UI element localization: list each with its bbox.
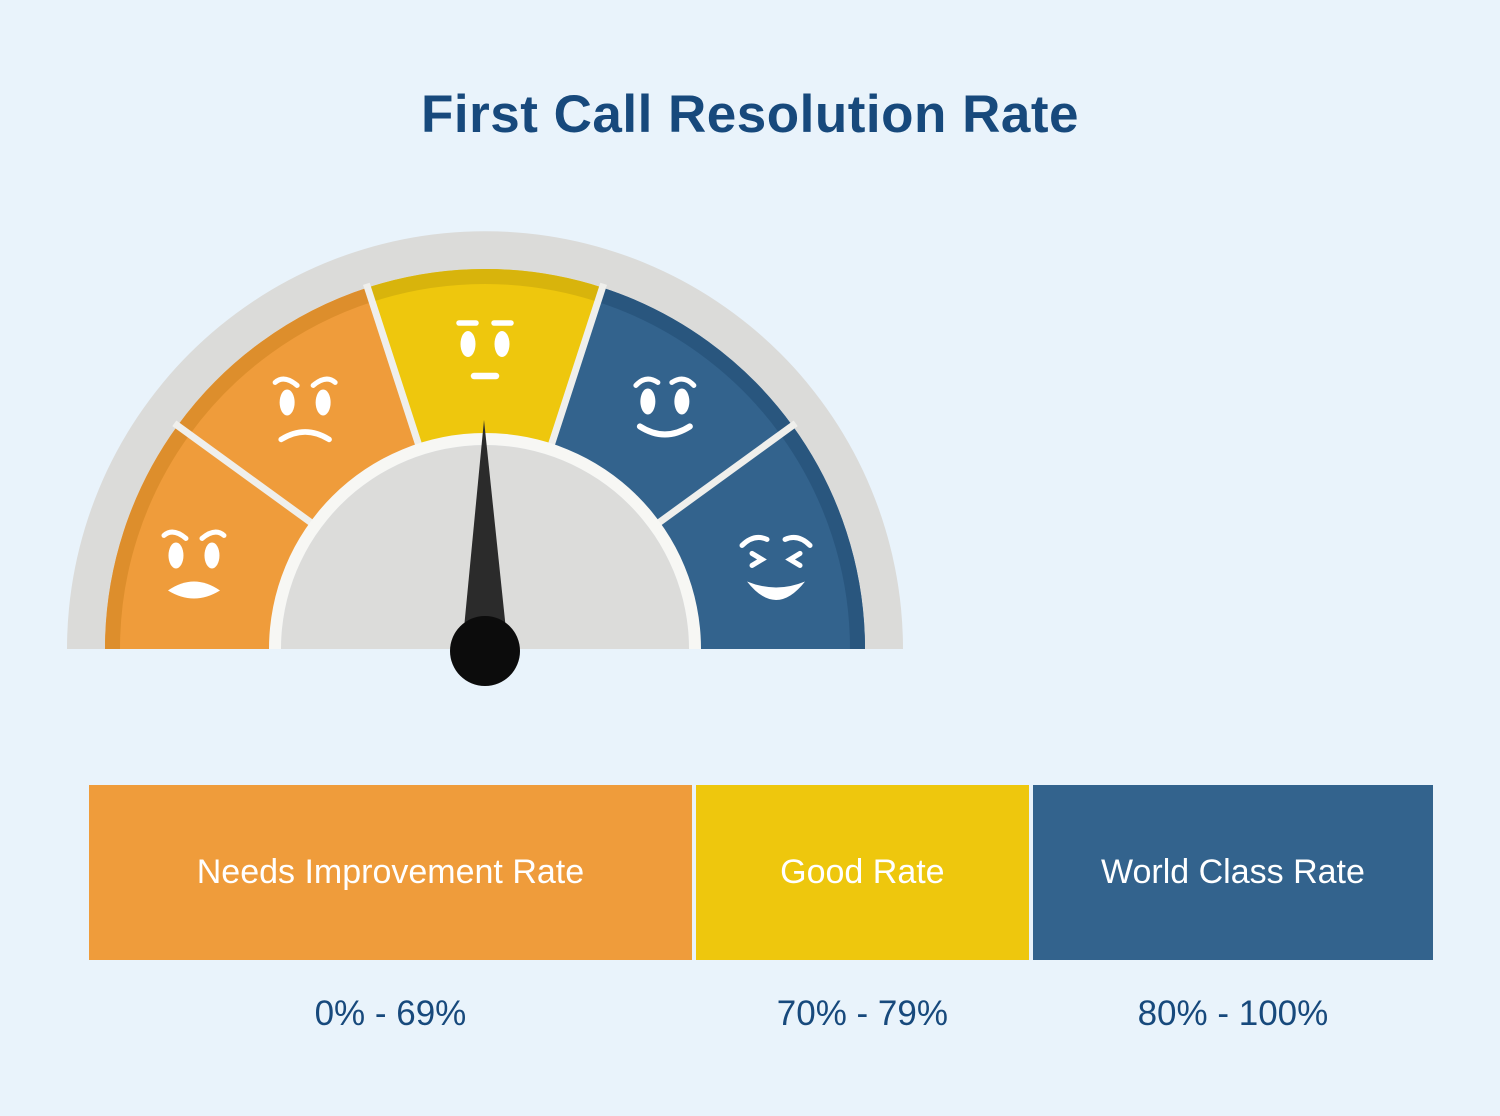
face-stroke — [199, 529, 227, 541]
face-eye — [494, 331, 510, 357]
face-stroke — [669, 376, 697, 388]
legend-bar: Needs Improvement Rate Good Rate World C… — [89, 785, 1433, 960]
range-good-cell: 70% - 79% — [696, 988, 1029, 1040]
face-mouth — [167, 581, 220, 599]
face-happy — [633, 376, 697, 438]
gauge-divider — [172, 420, 321, 531]
gauge-segment-band-furious — [105, 425, 190, 649]
legend-segment-good: Good Rate — [695, 785, 1029, 960]
face-eye — [460, 331, 476, 357]
legend-label-good: Good Rate — [780, 853, 945, 891]
face-neutral — [456, 320, 514, 380]
face-eye — [279, 389, 295, 416]
face-stroke — [310, 376, 338, 388]
legend-label-needs-improvement: Needs Improvement Rate — [196, 853, 585, 891]
face-stroke — [278, 429, 332, 443]
gauge-segment-band-joyful — [780, 425, 865, 649]
face-eye — [315, 389, 331, 416]
range-good: 70% - 79% — [776, 994, 948, 1033]
face-angry — [272, 376, 338, 443]
legend-label-world-class: World Class Rate — [1100, 853, 1365, 891]
gauge-divider — [545, 282, 607, 455]
face-stroke — [633, 376, 661, 388]
face-eye — [168, 542, 184, 569]
face-stroke — [785, 550, 803, 568]
face-stroke — [782, 534, 813, 548]
gauge-segment-band-neutral — [367, 269, 603, 302]
face-stroke — [161, 529, 189, 541]
range-world-class: 80% - 100% — [1137, 994, 1329, 1033]
gauge-segment-joyful — [658, 425, 865, 649]
gauge-segment-band-angry — [177, 287, 373, 435]
range-world-class-cell: 80% - 100% — [1033, 988, 1433, 1040]
legend-segment-world-class: World Class Rate — [1032, 785, 1433, 960]
face-stroke — [739, 534, 770, 548]
range-needs-improvement: 0% - 69% — [314, 994, 467, 1033]
face-stroke — [636, 423, 693, 438]
face-joyful — [739, 534, 813, 600]
range-needs-improvement-cell: 0% - 69% — [89, 988, 692, 1040]
gauge-gap-ring — [269, 433, 701, 649]
face-mouth — [747, 581, 806, 600]
face-stroke — [749, 550, 767, 568]
gauge-segment-angry — [177, 287, 419, 523]
face-eye — [204, 542, 220, 569]
gauge-segment-band-happy — [597, 287, 793, 435]
gauge-inner-circle — [281, 445, 689, 649]
range-row: 0% - 69% 70% - 79% 80% - 100% — [89, 988, 1433, 1040]
gauge-segment-neutral — [367, 269, 603, 445]
gauge-segment-furious — [105, 425, 312, 649]
legend-segment-needs-improvement: Needs Improvement Rate — [89, 785, 692, 960]
page-title: First Call Resolution Rate — [421, 85, 1079, 144]
gauge-outer-ring — [67, 231, 903, 649]
face-eye — [640, 388, 656, 415]
gauge-needle-hub — [450, 616, 520, 686]
gauge-segment-happy — [551, 287, 793, 523]
face-furious — [161, 529, 227, 599]
gauge-needle — [462, 420, 508, 649]
face-eye — [674, 388, 690, 415]
face-stroke — [272, 376, 300, 388]
gauge-divider — [649, 420, 798, 531]
gauge-divider — [363, 282, 425, 455]
